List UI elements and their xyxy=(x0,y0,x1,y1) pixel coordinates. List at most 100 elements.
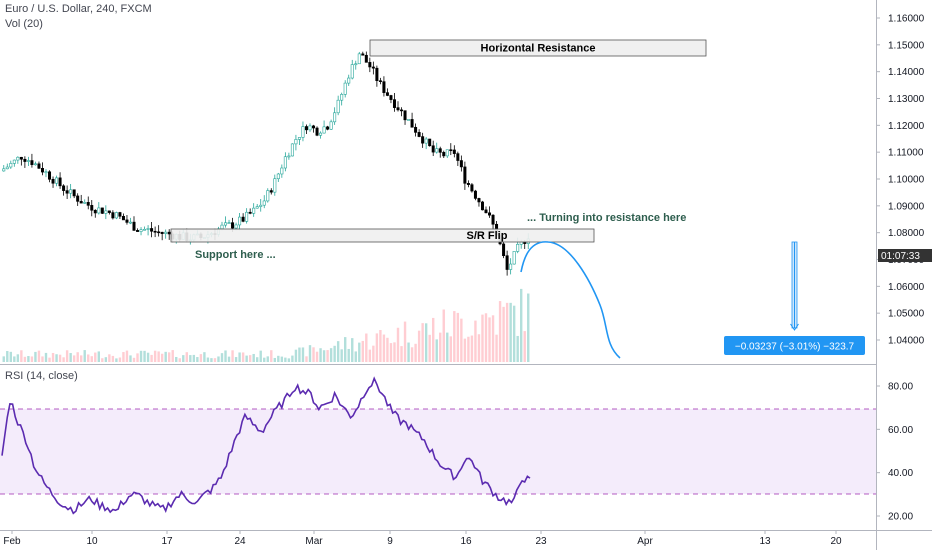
rsi-axis[interactable]: 80.00 60.00 40.00 20.00 xyxy=(876,382,913,523)
volume-bar xyxy=(23,356,27,362)
volume-bar xyxy=(55,354,58,362)
volume-bar xyxy=(266,356,269,362)
volume-bar xyxy=(326,350,329,362)
price-tick-label: 1.13000 xyxy=(888,94,925,105)
volume-bar xyxy=(203,352,206,362)
volume-bar xyxy=(523,331,526,362)
projection-curve[interactable] xyxy=(520,241,621,359)
volume-indicator-label[interactable]: Vol (20) xyxy=(5,18,43,30)
volume-bar xyxy=(417,330,421,362)
candle-body xyxy=(326,126,330,130)
candle-body xyxy=(375,67,379,81)
volume-bar xyxy=(118,357,122,362)
volume-bar xyxy=(410,347,414,362)
volume-bar xyxy=(129,355,132,362)
time-tick-label: 9 xyxy=(387,536,393,547)
candle-body xyxy=(466,182,470,185)
candle-body xyxy=(234,224,238,229)
candle-body xyxy=(51,178,55,184)
time-axis[interactable]: Feb 10 17 24 Mar 9 16 23 Apr 13 20 xyxy=(3,530,842,547)
price-tick-label: 1.11000 xyxy=(888,148,924,159)
volume-bar xyxy=(512,305,516,362)
volume-bar xyxy=(439,332,442,362)
candle-body xyxy=(435,148,439,153)
candle-body xyxy=(16,156,20,161)
volume-bar xyxy=(470,335,474,362)
volume-bar xyxy=(453,311,456,362)
volume-bar xyxy=(312,347,315,362)
candle-body xyxy=(128,221,132,224)
volume-bar xyxy=(361,340,364,362)
candle-body xyxy=(150,228,154,232)
volume-bar xyxy=(157,351,160,362)
candle-body xyxy=(224,222,228,226)
volume-bar xyxy=(6,351,9,362)
volume-bar xyxy=(241,352,245,362)
price-tick-label: 1.15000 xyxy=(888,40,925,51)
candle-body xyxy=(449,149,453,152)
candle-body xyxy=(389,95,393,100)
price-tick-label: 1.04000 xyxy=(888,336,925,347)
time-tick-label: Apr xyxy=(637,536,653,547)
sr-flip-zone[interactable]: S/R Flip xyxy=(170,228,595,243)
volume-bar xyxy=(287,358,291,362)
time-tick-label: 24 xyxy=(234,536,246,547)
candle-body xyxy=(111,212,115,219)
candle-body xyxy=(139,229,143,232)
rsi-line xyxy=(1,376,531,515)
rsi-tick-label: 60.00 xyxy=(888,425,913,436)
volume-bar xyxy=(164,351,167,362)
candle-body xyxy=(40,168,44,173)
candle-body xyxy=(431,145,435,153)
volume-bar xyxy=(80,355,83,362)
candle-body xyxy=(357,53,361,65)
volume-bar xyxy=(41,356,44,362)
horizontal-resistance-zone[interactable]: Horizontal Resistance xyxy=(369,39,707,57)
volume-bar xyxy=(87,354,90,362)
candle-body xyxy=(65,190,69,194)
candle-body xyxy=(121,215,125,221)
volume-bar xyxy=(199,354,203,362)
volume-bar xyxy=(386,337,389,362)
candle-body xyxy=(480,201,484,211)
volume-bar xyxy=(516,335,519,362)
volume-bar xyxy=(171,350,174,362)
candle-body xyxy=(287,155,291,158)
volume-bar xyxy=(69,353,72,362)
volume-bar xyxy=(196,357,199,362)
volume-bar xyxy=(389,343,393,362)
candle-body xyxy=(86,202,90,206)
symbol-header[interactable]: Euro / U.S. Dollar, 240, FXCM xyxy=(5,3,152,15)
volume-bar xyxy=(175,356,178,362)
candle-body xyxy=(146,228,150,230)
volume-bar xyxy=(403,321,407,362)
candle-body xyxy=(153,230,157,233)
candle-body xyxy=(55,177,59,184)
volume-bar xyxy=(474,320,477,362)
volume-bar xyxy=(280,356,284,362)
candle-body xyxy=(262,200,266,206)
volume-bar xyxy=(76,352,79,362)
volume-bar xyxy=(527,293,530,362)
candle-body xyxy=(79,201,83,204)
measure-tool[interactable]: −0.03237 (−3.01%) −323.7 xyxy=(724,241,865,355)
candle-body xyxy=(396,107,400,111)
volume-bar xyxy=(245,355,248,362)
candle-body xyxy=(276,173,280,180)
candle-body xyxy=(114,212,118,219)
candle-body xyxy=(473,190,477,199)
candle-body xyxy=(319,132,323,136)
volume-bar xyxy=(495,334,498,362)
candle-body xyxy=(231,222,235,229)
candle-body xyxy=(491,214,495,225)
rsi-indicator-label[interactable]: RSI (14, close) xyxy=(5,370,78,382)
candle-body xyxy=(421,136,425,144)
candle-body xyxy=(347,77,351,84)
candle-body xyxy=(336,99,340,114)
volume-bar xyxy=(477,334,481,362)
volume-bar xyxy=(263,357,266,362)
volume-bar xyxy=(34,351,37,362)
volume-bar xyxy=(365,333,368,362)
candle-body xyxy=(255,206,259,209)
